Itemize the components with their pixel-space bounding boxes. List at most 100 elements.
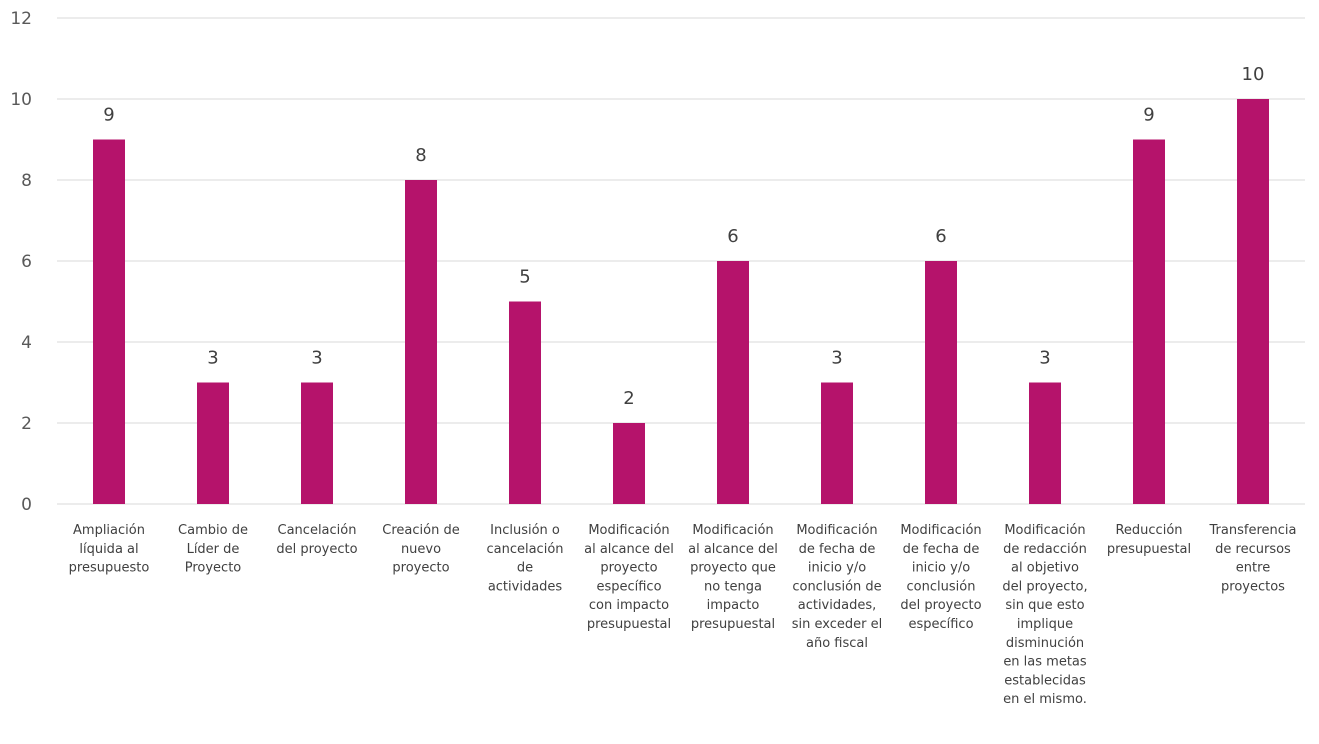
- x-tick-label-line: cancelación: [486, 542, 563, 557]
- bar: [1237, 99, 1269, 504]
- x-tick-label-line: proyectos: [1221, 579, 1285, 594]
- data-label: 6: [727, 226, 738, 247]
- x-tick-label-line: Ampliación: [73, 523, 145, 538]
- data-label: 6: [935, 226, 946, 247]
- x-tick-label-line: Reducción: [1115, 523, 1182, 538]
- x-tick-label-line: disminución: [1006, 636, 1084, 651]
- x-tick-label-line: proyecto: [600, 561, 657, 576]
- gridlines: [57, 17, 1305, 505]
- x-tick-label-line: de recursos: [1215, 542, 1291, 557]
- x-tick-label-line: líquida al: [79, 542, 138, 557]
- x-tick-label-line: presupuestal: [691, 617, 775, 632]
- x-tick-label-line: presupuestal: [1107, 542, 1191, 557]
- data-label: 10: [1242, 64, 1265, 85]
- x-tick-label-line: conclusión: [907, 579, 976, 594]
- x-tick-label-line: actividades: [488, 579, 563, 594]
- x-tick-label-line: implique: [1017, 617, 1073, 632]
- y-tick-label: 8: [21, 171, 32, 191]
- x-tick-label-line: Modificación: [900, 523, 981, 538]
- x-axis: Ampliación líquida al presupuesto Cambio de…: [69, 523, 1297, 707]
- y-tick-label: 2: [21, 414, 32, 434]
- bars: [93, 99, 1269, 504]
- x-tick-label-line: Modificación: [1004, 523, 1085, 538]
- x-tick-label-line: Creación de: [382, 523, 459, 538]
- bar: [509, 301, 541, 504]
- x-tick-label-line: proyecto: [392, 561, 449, 576]
- x-tick-label-line: presupuestal: [587, 617, 671, 632]
- x-tick-label-line: Cambio de: [178, 523, 248, 538]
- data-label: 5: [519, 267, 530, 288]
- x-tick-label-line: proyecto que: [690, 561, 776, 576]
- x-tick-label-line: actividades,: [798, 598, 877, 613]
- data-label: 8: [415, 145, 426, 166]
- x-tick-label-line: Proyecto: [185, 561, 242, 576]
- bar: [1029, 382, 1061, 504]
- x-tick-label: Modificación al alcance del proyecto que no…: [688, 523, 778, 632]
- x-tick-label-line: del proyecto: [276, 542, 357, 557]
- x-tick-label-line: inicio y/o: [808, 561, 866, 576]
- x-tick-label-line: de redacción: [1003, 542, 1087, 557]
- x-tick-label: Reducción presupuestal: [1107, 523, 1191, 557]
- x-tick-label: Creación de nuevo proyecto: [382, 523, 459, 576]
- y-axis: 0 2 4 6 8 10 12: [10, 9, 32, 515]
- bar: [197, 382, 229, 504]
- x-tick-label-line: en las metas: [1003, 655, 1087, 670]
- bar: [821, 382, 853, 504]
- x-tick-label-line: Modificación: [588, 523, 669, 538]
- x-tick-label-line: Líder de: [187, 542, 240, 557]
- x-tick-label: Cancelación del proyecto: [276, 523, 357, 557]
- bar: [93, 139, 125, 504]
- data-label: 9: [103, 105, 114, 126]
- y-tick-label: 4: [21, 333, 32, 353]
- x-tick-label: Modificación de redacción al objetivo del p…: [1002, 523, 1087, 707]
- data-label: 2: [623, 388, 634, 409]
- x-tick-label: Modificación de fecha de inicio y/o conclus…: [792, 523, 882, 651]
- x-tick-label-line: Transferencia: [1209, 523, 1297, 538]
- x-tick-label: Ampliación líquida al presupuesto: [69, 523, 150, 576]
- bar: [1133, 139, 1165, 504]
- x-tick-label-line: conclusión de: [792, 579, 881, 594]
- bar: [301, 382, 333, 504]
- x-tick-label-line: de fecha de: [903, 542, 980, 557]
- x-tick-label-line: de fecha de: [799, 542, 876, 557]
- x-tick-label: Modificación de fecha de inicio y/o conclus…: [900, 523, 981, 632]
- x-tick-label-line: de: [517, 561, 533, 576]
- bar: [405, 180, 437, 504]
- x-tick-label-line: Modificación: [796, 523, 877, 538]
- x-tick-label-line: impacto: [707, 598, 760, 613]
- x-tick-label-line: específico: [596, 579, 661, 594]
- x-tick-label-line: al alcance del: [688, 542, 778, 557]
- data-labels: 9 3 3 8 5 2 6 3 6 3 9 10: [103, 64, 1264, 409]
- bar: [613, 423, 645, 504]
- x-tick-label-line: del proyecto,: [1002, 579, 1087, 594]
- x-tick-label: Transferencia de recursos entre proyectos: [1209, 523, 1297, 594]
- x-tick-label-line: Inclusión o: [490, 523, 560, 538]
- x-tick-label-line: Cancelación: [278, 523, 357, 538]
- x-tick-label-line: al objetivo: [1011, 561, 1079, 576]
- data-label: 3: [207, 348, 218, 369]
- x-tick-label-line: nuevo: [401, 542, 441, 557]
- x-tick-label-line: sin exceder el: [792, 617, 882, 632]
- data-label: 3: [311, 348, 322, 369]
- x-tick-label-line: año fiscal: [806, 636, 868, 651]
- x-tick-label-line: no tenga: [704, 579, 762, 594]
- x-tick-label-line: presupuesto: [69, 561, 150, 576]
- x-tick-label-line: del proyecto: [900, 598, 981, 613]
- y-tick-label: 10: [10, 90, 32, 110]
- x-tick-label-line: específico: [908, 617, 973, 632]
- data-label: 9: [1143, 105, 1154, 126]
- x-tick-label-line: en el mismo.: [1003, 692, 1087, 707]
- x-tick-label-line: inicio y/o: [912, 561, 970, 576]
- x-tick-label-line: con impacto: [589, 598, 669, 613]
- x-tick-label-line: Modificación: [692, 523, 773, 538]
- y-tick-label: 12: [10, 9, 32, 29]
- x-tick-label: Modificación al alcance del proyecto especí…: [584, 523, 674, 632]
- x-tick-label-line: sin que esto: [1005, 598, 1084, 613]
- bar: [925, 261, 957, 504]
- data-label: 3: [1039, 348, 1050, 369]
- bar: [717, 261, 749, 504]
- x-tick-label: Cambio de Líder de Proyecto: [178, 523, 248, 576]
- x-tick-label-line: establecidas: [1004, 673, 1086, 688]
- x-tick-label-line: entre: [1236, 561, 1270, 576]
